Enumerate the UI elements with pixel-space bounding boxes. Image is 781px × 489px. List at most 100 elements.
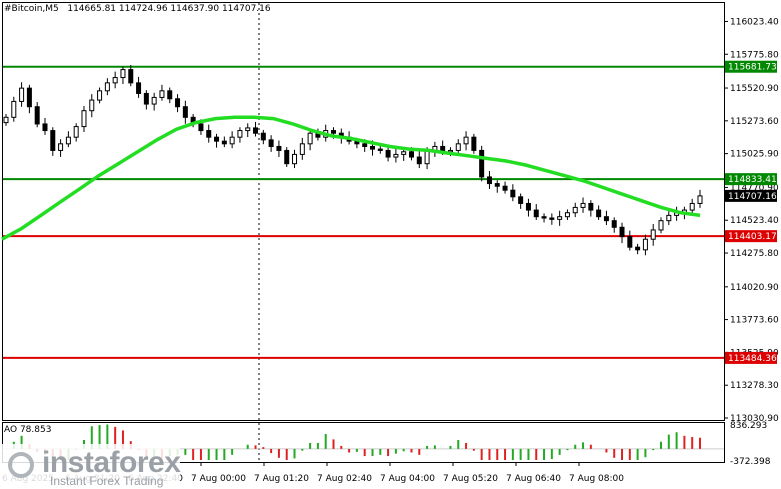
level-price-box <box>725 60 777 73</box>
candle <box>42 123 48 132</box>
logo-tagline: Instant Forex Trading <box>50 474 164 488</box>
candle <box>502 185 508 191</box>
candle <box>697 195 703 204</box>
candle <box>307 132 313 145</box>
candle <box>408 151 414 158</box>
logo-brand: instaforex <box>42 446 181 479</box>
candle <box>284 149 290 165</box>
candle <box>237 130 243 138</box>
candle <box>120 69 126 79</box>
candle <box>276 145 282 151</box>
level-price-label: 114833.41 <box>728 175 777 185</box>
candle <box>89 99 95 112</box>
chart-header: #Bitcoin,M5 114665.81 114724.96 114637.9… <box>4 4 271 14</box>
candle <box>136 82 142 94</box>
candle <box>362 143 368 147</box>
price-tick-label: 115775.80 <box>730 50 779 60</box>
candle <box>580 202 586 208</box>
candle <box>650 229 656 240</box>
logo-ring-icon <box>8 452 34 478</box>
candle <box>479 149 485 178</box>
candle <box>369 145 375 150</box>
price-tick-label: 114275.80 <box>730 249 779 259</box>
price-tick-label: 113773.60 <box>730 316 779 326</box>
candle <box>572 206 578 214</box>
candle <box>182 106 188 118</box>
candle <box>214 136 220 142</box>
price-tick-label: 116023.40 <box>730 17 779 27</box>
candle <box>588 202 594 211</box>
candle <box>299 143 305 155</box>
candle <box>518 196 524 204</box>
candle <box>143 92 149 105</box>
candle <box>401 151 407 155</box>
candle <box>260 132 266 141</box>
candle <box>19 87 25 102</box>
candle <box>58 143 64 151</box>
candle <box>11 100 17 118</box>
candle <box>377 148 383 151</box>
symbol-label: #Bitcoin,M5 <box>4 4 59 14</box>
candle <box>486 176 492 185</box>
time-tick-label: 7 Aug 06:40 <box>506 474 561 484</box>
price-tick-label: 114770.90 <box>730 183 779 193</box>
candle <box>603 216 609 222</box>
candle <box>26 87 32 108</box>
candle <box>73 126 79 138</box>
candle <box>268 139 274 147</box>
moving-average-line <box>1 115 701 241</box>
candle <box>65 136 71 145</box>
candle <box>159 90 165 98</box>
candle <box>494 183 500 187</box>
candle <box>557 216 563 220</box>
ohlc-values: 114665.81 114724.96 114637.90 114707.16 <box>67 4 271 14</box>
candle <box>221 140 227 145</box>
time-tick-label: 7 Aug 04:00 <box>380 474 435 484</box>
candle <box>658 220 664 231</box>
level-price-label: 115681.73 <box>728 63 777 73</box>
candle <box>416 156 422 165</box>
candle <box>525 202 531 211</box>
candle <box>510 189 516 198</box>
level-price-box <box>725 189 777 202</box>
candle <box>533 209 539 218</box>
price-tick-label: 114020.90 <box>730 283 779 293</box>
candle <box>151 96 157 105</box>
main-pane-frame <box>2 2 725 421</box>
time-tick-label: 7 Aug 00:00 <box>191 474 246 484</box>
candle <box>564 212 570 218</box>
candle <box>385 149 391 158</box>
candle <box>206 130 212 138</box>
candle <box>471 136 477 151</box>
level-price-box <box>725 173 777 186</box>
candle <box>198 123 204 132</box>
ao-pane-frame <box>2 422 725 463</box>
candle <box>34 106 40 125</box>
candle <box>112 77 118 84</box>
time-tick-label: 7 Aug 05:20 <box>443 474 498 484</box>
price-tick-label: 113030.90 <box>730 414 779 424</box>
level-price-box <box>725 351 777 364</box>
candle <box>611 220 617 228</box>
candle <box>245 127 251 132</box>
candle <box>167 90 173 100</box>
candle <box>689 202 695 211</box>
candle <box>541 216 547 219</box>
candle <box>292 153 298 165</box>
candle <box>81 110 87 128</box>
candle <box>253 127 259 134</box>
candle <box>424 149 430 165</box>
price-tick-label: 113278.30 <box>730 381 779 391</box>
candle <box>635 246 641 251</box>
indicator-label: AO 78.853 <box>4 425 52 435</box>
price-tick-label: 115520.90 <box>730 84 779 94</box>
candle <box>549 217 555 220</box>
level-price-label: 113484.36 <box>728 354 777 364</box>
candle <box>596 209 602 218</box>
ao-tick-label: 836.293 <box>730 421 767 431</box>
candle <box>463 136 469 145</box>
watermark-logo: instaforex Instant Forex Trading <box>2 444 181 488</box>
level-price-box <box>725 230 777 243</box>
candle <box>97 90 103 101</box>
